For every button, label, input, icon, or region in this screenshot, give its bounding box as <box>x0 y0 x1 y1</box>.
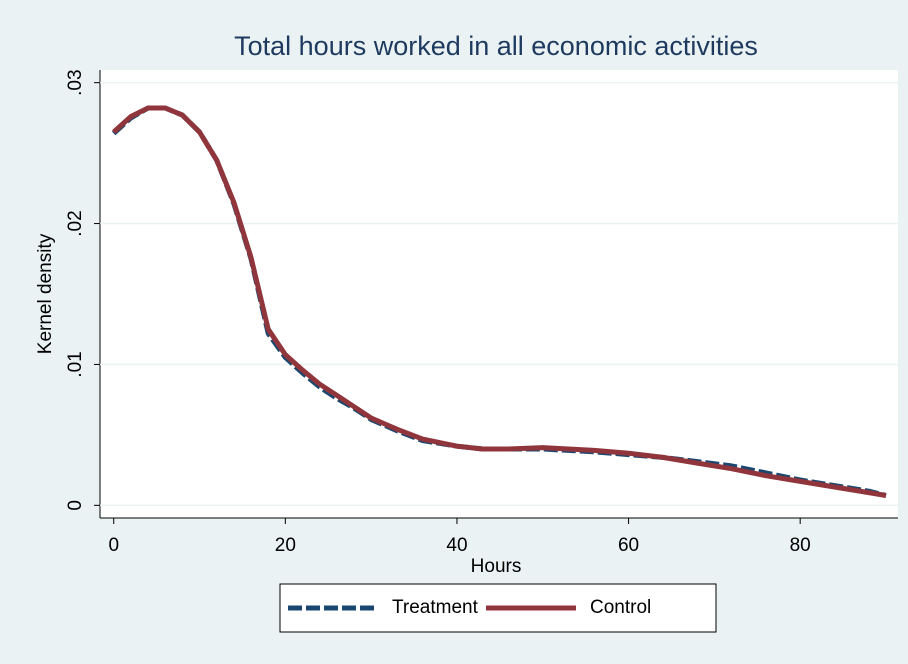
y-tick-label: .02 <box>65 210 86 236</box>
chart-title: Total hours worked in all economic activ… <box>234 31 758 61</box>
y-tick-label: 0 <box>65 500 86 511</box>
y-tick-label: .03 <box>65 69 86 95</box>
line-series <box>112 105 887 498</box>
legend-label: Treatment <box>392 597 479 618</box>
x-tick-label: 0 <box>108 535 119 556</box>
x-tick-label: 60 <box>618 535 639 556</box>
plot-area <box>100 70 898 518</box>
x-axis-title: Hours <box>471 556 522 577</box>
y-axis-title: Kernel density <box>35 233 56 354</box>
y-tick-label: .01 <box>65 351 86 377</box>
x-tick-label: 40 <box>446 535 467 556</box>
x-tick-label: 80 <box>790 535 811 556</box>
x-tick-label: 20 <box>275 535 296 556</box>
legend-label: Control <box>590 597 651 618</box>
